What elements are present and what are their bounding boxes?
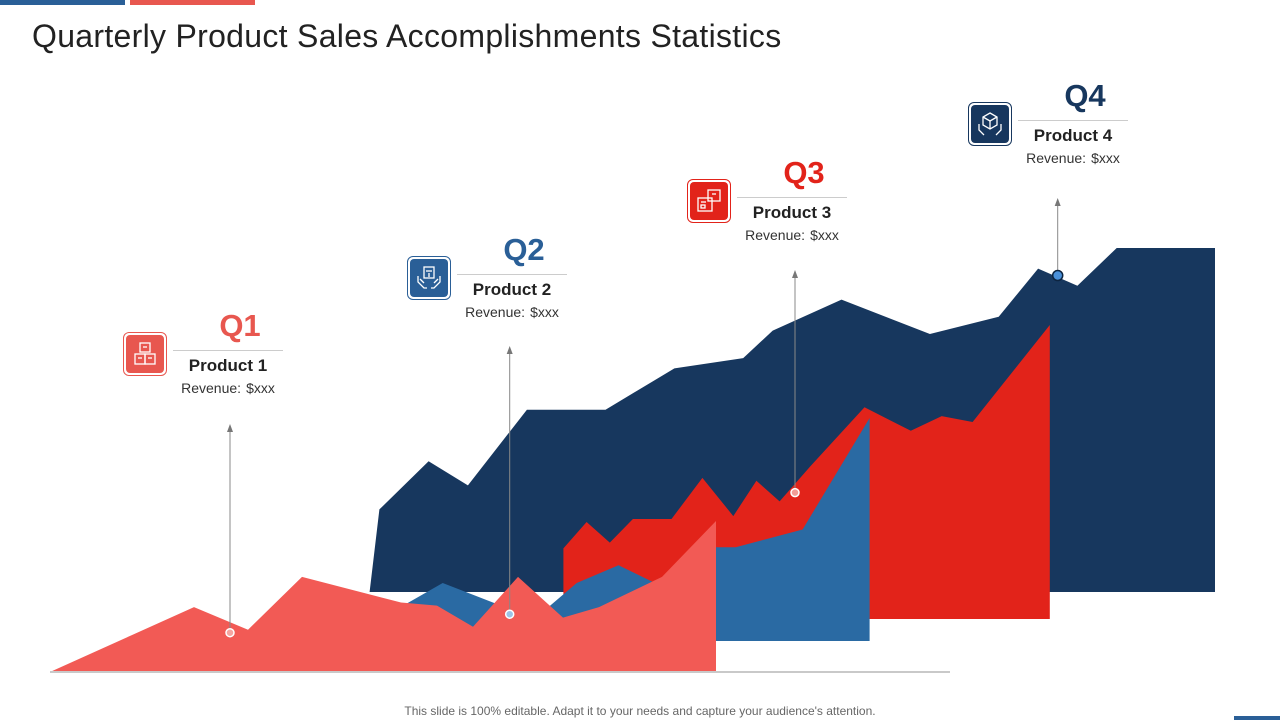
top-accent-bar-red [130, 0, 255, 5]
marker-dot-q2 [504, 609, 515, 619]
revenue-label: Revenue: [1026, 150, 1087, 166]
callout-q2: Q2 Product 2 Revenue: $xxx [407, 232, 567, 320]
revenue-value: $xxx [1091, 150, 1120, 166]
quarter-label: Q1 [219, 308, 261, 343]
callout-q3: Q3 Product 3 Revenue: $xxx [687, 155, 847, 243]
product-name: Product 1 [188, 356, 268, 375]
revenue-value: $xxx [530, 304, 559, 320]
revenue-value: $xxx [810, 227, 839, 243]
product-name: Product 3 [752, 203, 832, 222]
hands-holding-box-icon [407, 256, 451, 300]
product-name: Product 2 [472, 280, 552, 299]
marker-dot-q3 [790, 487, 800, 498]
callout-q4: Q4 Product 4 Revenue: $xxx [968, 78, 1128, 166]
revenue-label: Revenue: [745, 227, 806, 243]
divider [737, 197, 847, 198]
revenue-line: Revenue: $xxx [173, 380, 283, 396]
revenue-label: Revenue: [181, 380, 242, 396]
top-accent-bar-blue [0, 0, 125, 5]
quarter-label: Q4 [1064, 78, 1106, 113]
bottom-accent-bar [1234, 716, 1280, 720]
divider [1018, 120, 1128, 121]
divider [457, 274, 567, 275]
packages-icon [687, 179, 731, 223]
page-title: Quarterly Product Sales Accomplishments … [32, 18, 782, 54]
marker-dot-q1 [225, 627, 235, 638]
hands-holding-package-icon [968, 102, 1012, 146]
revenue-label: Revenue: [465, 304, 526, 320]
area-series-q2 [333, 418, 870, 641]
quarter-label: Q2 [503, 232, 545, 267]
quarter-label: Q3 [783, 155, 825, 190]
product-name: Product 4 [1033, 126, 1113, 145]
callout-q1: Q1 Product 1 Revenue: $xxx [123, 308, 283, 396]
revenue-line: Revenue: $xxx [457, 304, 567, 320]
area-series-q3 [563, 325, 1050, 619]
revenue-value: $xxx [246, 380, 275, 396]
marker-dot-q4 [1051, 269, 1064, 282]
divider [173, 350, 283, 351]
area-series-q1 [50, 521, 716, 672]
boxes-stack-icon [123, 332, 167, 376]
revenue-line: Revenue: $xxx [737, 227, 847, 243]
revenue-line: Revenue: $xxx [1018, 150, 1128, 166]
footer-note: This slide is 100% editable. Adapt it to… [404, 704, 876, 718]
